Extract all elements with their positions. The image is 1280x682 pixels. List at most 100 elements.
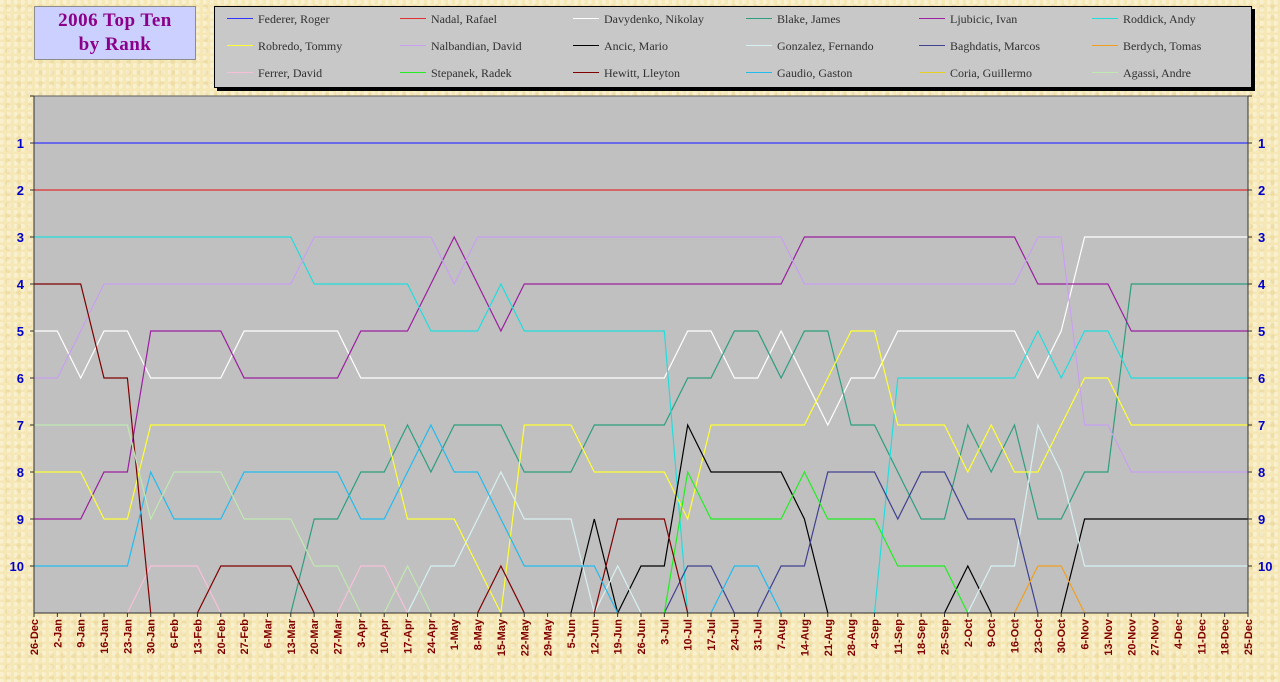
series-line	[663, 470, 969, 614]
y-tick-label-right: 7	[1258, 418, 1265, 433]
x-tick-label: 4-Sep	[869, 619, 881, 649]
plot-area	[33, 95, 1249, 614]
legend-swatch	[400, 72, 426, 73]
x-tick-label: 14-Aug	[799, 619, 811, 656]
x-tick-label: 28-Aug	[846, 619, 858, 656]
x-tick-label: 6-Nov	[1080, 618, 1092, 649]
x-tick-label: 5-Jun	[566, 619, 578, 649]
x-tick-label: 10-Jul	[683, 619, 695, 651]
series-line	[967, 423, 1248, 614]
x-tick-label: 27-Nov	[1150, 618, 1162, 656]
y-tick-label-left: 5	[17, 324, 24, 339]
legend-swatch	[573, 45, 599, 46]
legend-label: Agassi, Andre	[1123, 66, 1191, 80]
legend-swatch	[400, 45, 426, 46]
legend-swatch	[227, 72, 253, 73]
y-tick-label-right: 10	[1258, 559, 1272, 574]
legend-swatch	[227, 18, 253, 19]
x-tick-label: 17-Apr	[403, 618, 415, 654]
y-tick-label-left: 1	[17, 136, 24, 151]
legend-label: Ferrer, David	[258, 66, 323, 80]
y-tick-label-left: 9	[17, 512, 24, 527]
x-tick-label: 27-Feb	[239, 619, 251, 655]
legend-swatch	[919, 45, 945, 46]
x-tick-label: 22-May	[519, 618, 531, 656]
y-tick-label-left: 4	[17, 277, 25, 292]
legend-label: Davydenko, Nikolay	[604, 12, 704, 26]
x-tick-label: 16-Oct	[1010, 619, 1022, 654]
x-tick-label: 6-Mar	[262, 618, 274, 648]
legend-label: Gaudio, Gaston	[777, 66, 853, 80]
legend-label: Hewitt, Lleyton	[604, 66, 680, 80]
x-tick-label: 15-May	[496, 618, 508, 656]
series-line	[477, 564, 525, 614]
legend-label: Roddick, Andy	[1123, 12, 1196, 26]
x-tick-label: 31-Jul	[753, 619, 765, 651]
x-tick-label: 12-Jun	[589, 619, 601, 655]
series-line	[290, 283, 1248, 614]
legend-swatch	[919, 72, 945, 73]
legend-swatch	[1092, 45, 1118, 46]
x-tick-label: 30-Jan	[146, 619, 158, 654]
x-tick-label: 11-Dec	[1196, 619, 1208, 654]
x-tick-label: 17-Jul	[706, 619, 718, 651]
x-tick-label: 9-Oct	[986, 619, 998, 647]
legend-swatch	[1092, 72, 1118, 73]
x-tick-label: 7-Aug	[776, 619, 788, 650]
legend-label: Berdych, Tomas	[1123, 39, 1202, 53]
series-line	[710, 565, 782, 614]
legend-swatch	[1092, 18, 1118, 19]
x-tick-label: 1-May	[449, 618, 461, 650]
y-tick-label-left: 2	[17, 183, 24, 198]
legend-label: Ljubicic, Ivan	[950, 12, 1018, 26]
legend-label: Federer, Roger	[258, 12, 330, 26]
series-line	[593, 518, 689, 614]
legend-label: Nadal, Rafael	[431, 12, 497, 26]
y-tick-label-right: 6	[1258, 371, 1265, 386]
x-tick-label: 8-May	[473, 618, 485, 650]
series-line	[406, 470, 642, 615]
x-tick-label: 13-Mar	[286, 618, 298, 654]
y-tick-label-right: 4	[1258, 277, 1266, 292]
axis-layer: 1 1 2 2 3 3 4 4 5 5 6 6 7 7 8 8 9 9 10 10 26-Dec 2-Jan 9-Jan 16…	[10, 95, 1272, 656]
series-line	[943, 564, 992, 614]
x-tick-label: 2-Jan	[52, 619, 64, 648]
x-tick-label: 20-Mar	[309, 618, 321, 654]
y-tick-label-left: 6	[17, 371, 24, 386]
chart-title: 2006 Top Ten by Rank	[34, 6, 196, 60]
series-line	[570, 423, 829, 615]
x-tick-label: 10-Apr	[379, 618, 391, 654]
legend-swatch	[919, 18, 945, 19]
y-tick-label-left: 8	[17, 465, 24, 480]
y-tick-label-left: 7	[17, 418, 24, 433]
x-tick-label: 13-Feb	[192, 619, 204, 655]
y-tick-label-right: 2	[1258, 183, 1265, 198]
series-line	[663, 471, 1039, 614]
x-tick-label: 18-Sep	[916, 619, 928, 655]
legend-label: Coria, Guillermo	[950, 66, 1032, 80]
x-tick-label: 25-Dec	[1243, 619, 1255, 655]
series-line	[34, 236, 689, 614]
series-line	[873, 329, 1248, 614]
x-tick-label: 4-Dec	[1173, 619, 1185, 649]
x-tick-label: 24-Apr	[426, 618, 438, 654]
x-tick-label: 24-Jul	[729, 619, 741, 651]
x-tick-label: 6-Feb	[169, 619, 181, 649]
y-tick-label-right: 9	[1258, 512, 1265, 527]
y-tick-label-right: 1	[1258, 136, 1265, 151]
x-tick-label: 27-Mar	[333, 618, 345, 654]
x-tick-label: 3-Apr	[356, 618, 368, 647]
x-tick-label: 26-Jun	[636, 619, 648, 655]
x-tick-label: 25-Sep	[940, 619, 952, 655]
legend-label: Nalbandian, David	[431, 39, 522, 53]
series-layer	[34, 142, 1248, 616]
series-line	[1013, 565, 1086, 614]
chart-title-line-1: 2006 Top Ten	[58, 10, 172, 31]
legend-swatch	[746, 72, 772, 73]
series-line	[34, 330, 1248, 616]
series-line	[196, 565, 315, 614]
x-tick-label: 18-Dec	[1220, 619, 1232, 655]
legend-swatch	[573, 18, 599, 19]
x-tick-label: 23-Jan	[122, 619, 134, 654]
x-tick-label: 19-Jun	[613, 619, 625, 655]
